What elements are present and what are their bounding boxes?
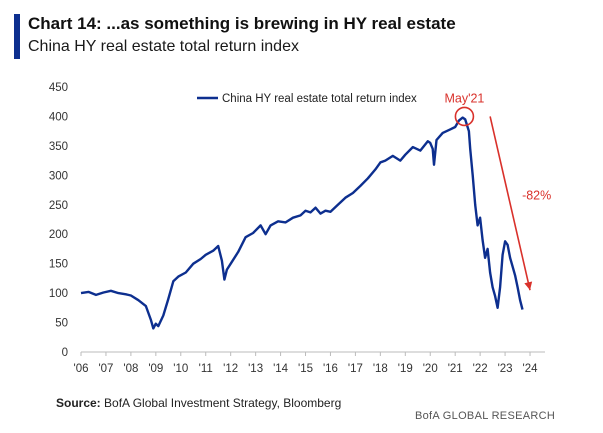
- x-tick-label: '08: [123, 363, 138, 375]
- x-tick-label: '09: [148, 363, 163, 375]
- series-line: [80, 116, 524, 330]
- x-tick-label: '20: [423, 363, 438, 375]
- x-tick-label: '12: [223, 363, 238, 375]
- y-tick-label: 50: [55, 318, 68, 330]
- y-tick-label: 0: [62, 347, 68, 359]
- x-tick-label: '07: [98, 363, 113, 375]
- y-tick-label: 250: [49, 200, 68, 212]
- chart-subtitle: China HY real estate total return index: [28, 38, 299, 55]
- x-tick-label: '06: [74, 363, 89, 375]
- x-tick-label: '13: [248, 363, 263, 375]
- legend-label: China HY real estate total return index: [222, 93, 417, 105]
- x-tick-label: '17: [348, 363, 363, 375]
- x-tick-label: '18: [373, 363, 388, 375]
- x-tick-label: '14: [273, 363, 289, 375]
- peak-label: May'21: [444, 91, 484, 105]
- y-tick-label: 150: [49, 259, 68, 271]
- source-note: Source: BofA Global Investment Strategy,…: [56, 396, 341, 410]
- x-tick-label: '22: [473, 363, 488, 375]
- x-tick-label: '19: [398, 363, 413, 375]
- x-tick-label: '15: [298, 363, 313, 375]
- decline-arrow-head: [524, 281, 533, 291]
- y-tick-label: 100: [49, 288, 68, 300]
- peak-circle-marker: [454, 106, 475, 127]
- source-label: Source:: [56, 396, 101, 410]
- x-tick-label: '11: [199, 363, 213, 375]
- y-tick-label: 200: [49, 229, 68, 241]
- y-tick-label: 400: [49, 111, 68, 123]
- decline-label: -82%: [522, 188, 551, 202]
- y-tick-label: 450: [49, 82, 68, 94]
- brand-footer: BofA GLOBAL RESEARCH: [415, 410, 556, 422]
- y-tick-label: 300: [49, 170, 68, 182]
- x-tick-label: '24: [523, 363, 539, 375]
- chart-svg: 0 50 100 150 200 250 300 350 400 450 '06 '07 '08 '09 '…: [49, 82, 551, 375]
- x-tick-label: '23: [498, 363, 513, 375]
- x-tick-label: '21: [448, 363, 463, 375]
- title-accent-bar: [14, 14, 20, 59]
- decline-arrow-line: [489, 116, 531, 291]
- x-tick-label: '10: [173, 363, 188, 375]
- x-tick-label: '16: [323, 363, 338, 375]
- chart-title: Chart 14: ...as something is brewing in …: [28, 14, 456, 33]
- source-text: BofA Global Investment Strategy, Bloombe…: [104, 396, 342, 410]
- y-tick-label: 350: [49, 141, 68, 153]
